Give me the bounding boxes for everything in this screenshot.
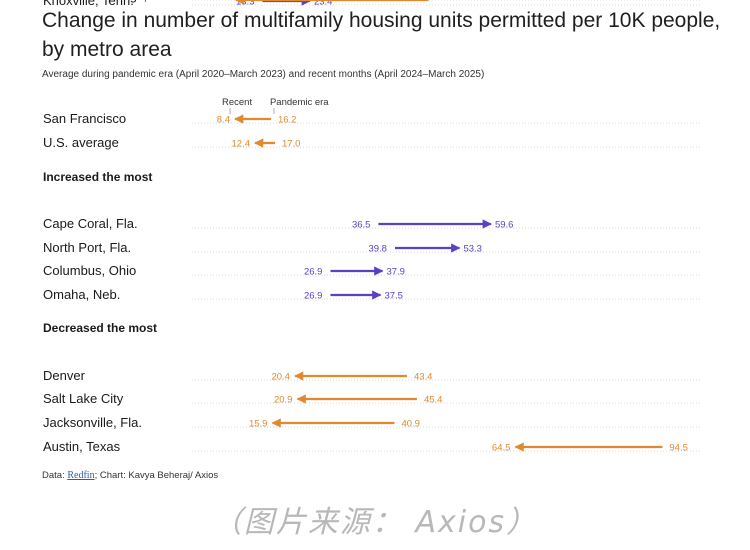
metro-label: North Port, Fla. <box>43 240 131 255</box>
source-link[interactable]: Redfin <box>67 470 95 481</box>
pandemic-value: 47.7 <box>435 0 454 3</box>
pandemic-value: 13.3 <box>236 0 255 8</box>
metro-label: San Francisco <box>43 111 126 126</box>
recent-value: 64.5 <box>492 443 511 454</box>
metro-label: Knoxville, Tenn. <box>43 0 134 8</box>
recent-value: 15.9 <box>249 419 268 430</box>
metro-label: Denver <box>43 368 86 383</box>
footer-data-prefix: Data: <box>42 470 68 481</box>
recent-value: 59.6 <box>495 220 514 231</box>
metro-label: Colorado Springs, Colo. <box>43 0 181 3</box>
recent-value: 37.5 <box>384 291 403 302</box>
chart-footer: Data: Redfin; Chart: Kavya Beheraj/ Axio… <box>42 470 218 481</box>
recent-value: 20.9 <box>274 395 293 406</box>
group-heading: Increased the most <box>43 170 152 184</box>
pandemic-value: 45.4 <box>424 395 443 406</box>
footer-credit: ; Chart: Kavya Beheraj/ Axios <box>94 470 219 481</box>
metro-label: Omaha, Neb. <box>43 287 120 302</box>
pandemic-value: 43.4 <box>414 372 433 383</box>
recent-value: 20.4 <box>271 372 290 383</box>
chart-title: Change in number of multifamily housing … <box>42 9 721 61</box>
legend-pandemic: Pandemic era <box>270 97 329 108</box>
recent-value: 37.9 <box>386 267 405 278</box>
metro-label: Columbus, Ohio <box>43 263 136 278</box>
pandemic-value: 16.2 <box>278 115 297 126</box>
pandemic-value: 26.9 <box>304 291 323 302</box>
chart-subtitle: Average during pandemic era (April 2020–… <box>42 69 485 80</box>
recent-value: 8.4 <box>217 115 230 126</box>
metro-label: U.S. average <box>43 135 119 150</box>
dumbbell-chart: San Francisco 8.4 16.2 Recent Pandemic era U.… <box>43 0 700 454</box>
recent-value: 53.3 <box>463 244 482 255</box>
metro-label: Jacksonville, Fla. <box>43 415 142 430</box>
pandemic-value: 94.5 <box>669 443 688 454</box>
pandemic-value: 17.0 <box>282 139 301 150</box>
metro-label: Salt Lake City <box>43 391 124 406</box>
pandemic-value: 26.9 <box>304 267 323 278</box>
recent-value: 8.6 <box>218 0 231 3</box>
metro-label: Cape Coral, Fla. <box>43 216 138 231</box>
group-heading: Decreased the most <box>43 321 157 335</box>
pandemic-value: 40.9 <box>401 419 420 430</box>
pandemic-value: 36.5 <box>352 220 371 231</box>
legend-recent: Recent <box>222 97 252 108</box>
metro-label: Austin, Texas <box>43 439 121 454</box>
recent-value: 23.4 <box>314 0 333 8</box>
watermark: （图片来源： Axios） <box>211 505 539 540</box>
recent-value: 12.4 <box>231 139 250 150</box>
pandemic-value: 39.8 <box>368 244 387 255</box>
